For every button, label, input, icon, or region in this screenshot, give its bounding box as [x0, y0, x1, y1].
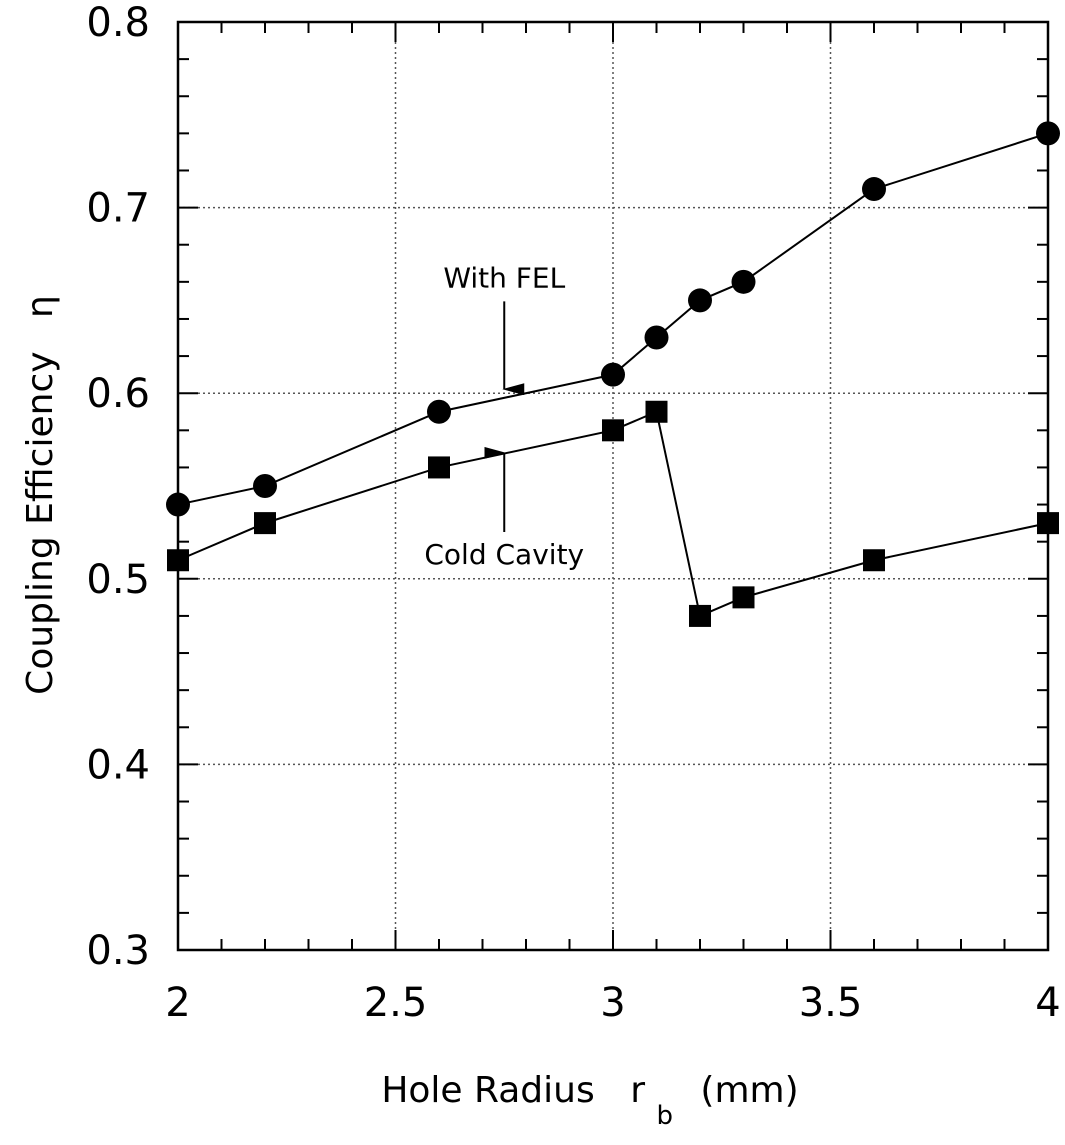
data-point-square: [1037, 512, 1059, 535]
x-axis-subscript: b: [656, 1101, 673, 1131]
annotation-label: With FEL: [443, 261, 565, 294]
x-tick-label: 3: [600, 980, 625, 1026]
data-point-circle: [731, 269, 756, 294]
x-axis-title: Hole Radius r b (mm): [381, 1070, 798, 1133]
x-axis-symbol: r: [630, 1070, 645, 1111]
y-tick-label: 0.8: [86, 0, 150, 46]
data-point-square: [689, 604, 711, 627]
x-axis-tick-labels: 2 2.5 3 3.5 4: [165, 980, 1060, 1026]
annotations: With FEL Cold Cavity: [424, 261, 584, 571]
data-point-square: [254, 512, 276, 535]
axis-ticks: [177, 21, 1049, 951]
y-tick-label: 0.7: [86, 186, 150, 232]
y-axis-label: Coupling Efficiency: [20, 351, 61, 694]
data-point-circle: [862, 177, 886, 202]
data-point-circle: [166, 492, 190, 517]
x-axis-unit: (mm): [700, 1070, 798, 1111]
plot-frame: [176, 20, 1050, 952]
y-axis-tick-labels: 0.3 0.4 0.5 0.6 0.7 0.8: [86, 0, 150, 974]
grid: [178, 22, 1048, 950]
annotation-label: Cold Cavity: [424, 538, 584, 571]
data-point-square: [863, 549, 885, 572]
y-tick-label: 0.3: [86, 928, 150, 974]
series-square: [167, 400, 1059, 627]
y-tick-label: 0.5: [86, 557, 150, 603]
data-point-square: [602, 419, 624, 442]
x-tick-label: 3.5: [799, 980, 863, 1026]
data-point-circle: [253, 474, 277, 498]
data-point-square: [732, 586, 755, 609]
data-point-circle: [427, 399, 451, 424]
y-tick-label: 0.4: [86, 742, 150, 788]
data-point-circle: [1036, 121, 1060, 146]
data-point-square: [645, 400, 668, 423]
data-point-circle: [688, 288, 712, 313]
annotation: Cold Cavity: [424, 446, 584, 571]
data-point-circle: [644, 325, 669, 350]
x-axis-label: Hole Radius: [381, 1070, 594, 1111]
x-tick-label: 2.5: [364, 980, 428, 1026]
data-point-circle: [601, 362, 625, 387]
data-point-square: [167, 549, 189, 572]
annotation: With FEL: [443, 261, 566, 396]
series-circle: [166, 121, 1060, 517]
series: [166, 121, 1060, 627]
y-tick-label: 0.6: [86, 371, 150, 417]
x-tick-label: 2: [165, 980, 190, 1026]
y-axis-symbol: η: [20, 295, 61, 318]
y-axis-title: Coupling Efficiency η: [20, 295, 61, 695]
x-tick-label: 4: [1035, 980, 1060, 1026]
data-point-square: [428, 456, 450, 479]
